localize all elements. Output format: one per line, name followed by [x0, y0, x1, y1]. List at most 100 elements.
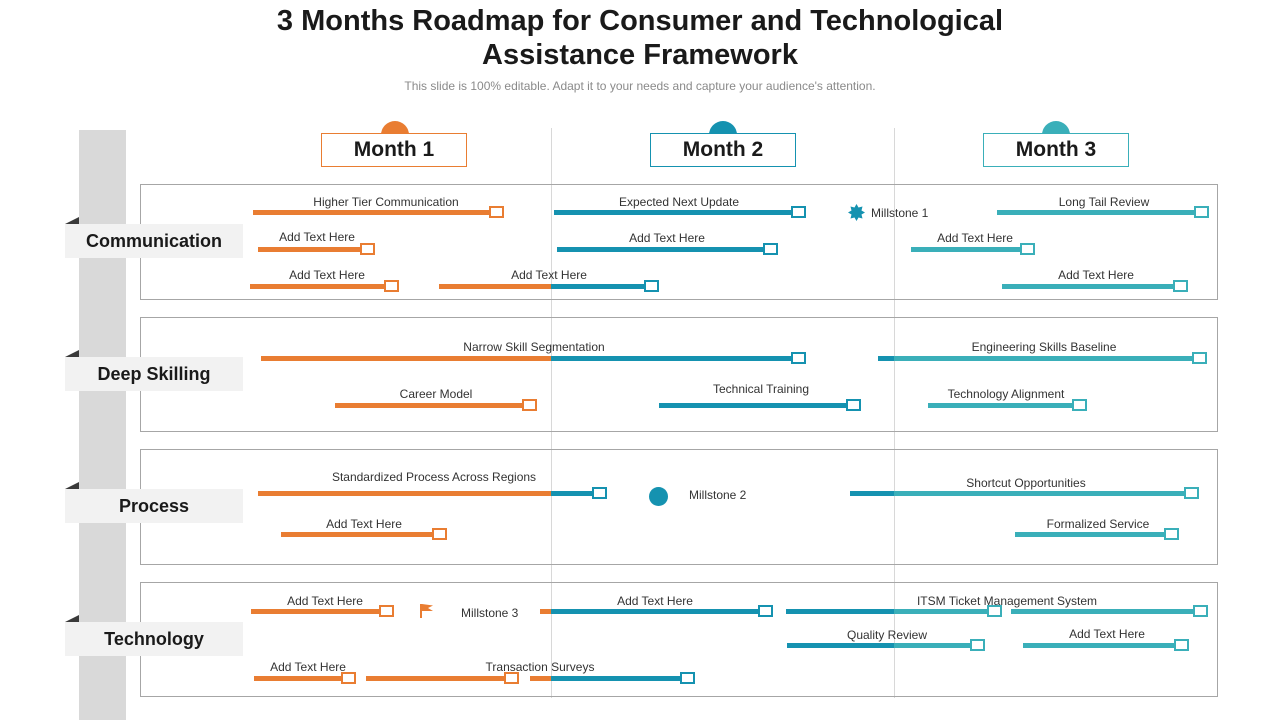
circle-icon [649, 487, 668, 506]
process-fold [65, 482, 79, 489]
task-label: Add Text Here [326, 517, 402, 531]
task-bar [540, 609, 551, 614]
task-end-marker [1020, 243, 1035, 255]
task-bar [551, 609, 759, 614]
milestone-3-label: Millstone 3 [461, 606, 519, 620]
month-divider-1 [551, 128, 552, 698]
task-end-marker [1194, 206, 1209, 218]
task-end-marker [384, 280, 399, 292]
task-end-marker [360, 243, 375, 255]
task-bar [1015, 532, 1165, 537]
task-bar [850, 491, 894, 496]
task-bar [366, 676, 505, 681]
task-end-marker [763, 243, 778, 255]
task-label: Technology Alignment [947, 387, 1065, 401]
month-3-cap [1042, 121, 1070, 135]
task-end-marker [1164, 528, 1179, 540]
task-end-marker [1193, 605, 1208, 617]
task-label: Add Text Here [511, 268, 587, 282]
title-line-2: Assistance Framework [482, 39, 798, 71]
task-label: Add Text Here [287, 594, 363, 608]
task-label: Add Text Here [629, 231, 705, 245]
task-end-marker [644, 280, 659, 292]
task-label: Transaction Surveys [485, 660, 595, 674]
category-process: Process [65, 489, 243, 523]
task-label: Engineering Skills Baseline [971, 340, 1117, 354]
task-bar [250, 284, 385, 289]
task-label: Add Text Here [617, 594, 693, 608]
category-deep-skilling: Deep Skilling [65, 357, 243, 391]
task-label: Standardized Process Across Regions [331, 470, 537, 484]
task-bar [659, 403, 847, 408]
task-bar [261, 356, 551, 361]
task-label: Formalized Service [1046, 517, 1150, 531]
category-communication: Communication [65, 224, 243, 258]
task-label: ITSM Ticket Management System [916, 594, 1098, 608]
task-bar [786, 609, 894, 614]
task-end-marker [489, 206, 504, 218]
task-bar [254, 676, 342, 681]
process-panel [140, 449, 1218, 565]
task-end-marker [341, 672, 356, 684]
communication-fold [65, 217, 79, 224]
page-subtitle: This slide is 100% editable. Adapt it to… [404, 79, 876, 93]
month-3-header: Month 3 [983, 133, 1129, 167]
task-label: Add Text Here [1069, 627, 1145, 641]
task-bar [894, 356, 1193, 361]
task-bar [551, 676, 681, 681]
task-bar [878, 356, 894, 361]
task-bar [1023, 643, 1175, 648]
star-badge-icon [848, 204, 865, 221]
task-label: Quality Review [846, 628, 928, 642]
task-end-marker [1072, 399, 1087, 411]
task-end-marker [432, 528, 447, 540]
task-label: Higher Tier Communication [313, 195, 459, 209]
task-bar [439, 284, 551, 289]
task-bar [928, 403, 1073, 408]
task-label: Add Text Here [270, 660, 346, 674]
task-end-marker [791, 206, 806, 218]
month-1-cap [381, 121, 409, 135]
task-end-marker [379, 605, 394, 617]
task-label: Long Tail Review [1058, 195, 1150, 209]
task-label: Narrow Skill Segmentation [463, 340, 605, 354]
task-end-marker [522, 399, 537, 411]
task-end-marker [592, 487, 607, 499]
deep-skilling-fold [65, 350, 79, 357]
task-end-marker [791, 352, 806, 364]
month-1-header: Month 1 [321, 133, 467, 167]
flag-icon [420, 604, 433, 618]
month-divider-2 [894, 128, 895, 698]
task-bar [335, 403, 523, 408]
deep-skilling-panel [140, 317, 1218, 432]
task-label: Shortcut Opportunities [966, 476, 1086, 490]
month-2-cap [709, 121, 737, 135]
task-end-marker [680, 672, 695, 684]
task-end-marker [1174, 639, 1189, 651]
technology-fold [65, 615, 79, 622]
task-label: Add Text Here [1058, 268, 1134, 282]
task-bar [894, 609, 988, 614]
month-2-header: Month 2 [650, 133, 796, 167]
task-bar [787, 643, 894, 648]
task-bar [551, 491, 593, 496]
task-bar [1002, 284, 1174, 289]
task-bar [894, 491, 1185, 496]
task-bar [251, 609, 380, 614]
task-end-marker [1184, 487, 1199, 499]
task-bar [997, 210, 1195, 215]
title-line-1: 3 Months Roadmap for Consumer and Techno… [276, 5, 1004, 37]
task-end-marker [758, 605, 773, 617]
task-bar [554, 210, 792, 215]
task-bar [894, 643, 971, 648]
task-bar [557, 247, 764, 252]
task-end-marker [987, 605, 1002, 617]
milestone-2-label: Millstone 2 [689, 488, 747, 502]
category-technology: Technology [65, 622, 243, 656]
task-bar [258, 247, 361, 252]
page-title: 3 Months Roadmap for Consumer and Techno… [0, 4, 1280, 72]
task-bar [551, 284, 645, 289]
task-label: Career Model [399, 387, 473, 401]
task-label: Add Text Here [937, 231, 1013, 245]
milestone-1-label: Millstone 1 [871, 206, 929, 220]
